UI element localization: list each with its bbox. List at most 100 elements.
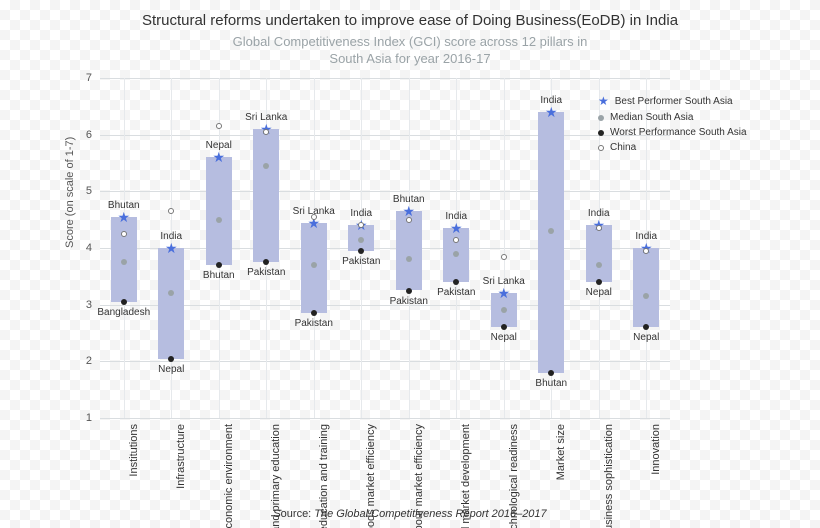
worst-dot xyxy=(548,370,554,376)
median-dot xyxy=(216,217,222,223)
star-icon: ★ xyxy=(545,105,558,119)
x-tick-label: Market size xyxy=(555,424,567,480)
y-axis-label: Score (on scale of 1-7) xyxy=(64,137,76,248)
legend-label: Median South Asia xyxy=(610,110,693,125)
china-ring xyxy=(263,129,269,135)
median-dot xyxy=(121,259,127,265)
worst-label: Nepal xyxy=(586,288,612,298)
worst-dot xyxy=(501,324,507,330)
worst-label: Pakistan xyxy=(437,288,475,298)
star-icon: ★ xyxy=(117,210,130,224)
ring-icon xyxy=(598,145,604,151)
china-ring xyxy=(216,123,222,129)
china-ring xyxy=(643,248,649,254)
worst-dot xyxy=(596,279,602,285)
legend-label: China xyxy=(610,140,636,155)
gridline-h xyxy=(100,418,670,419)
worst-label: Bangladesh xyxy=(97,308,150,318)
worst-label: Nepal xyxy=(158,365,184,375)
best-label: India xyxy=(445,212,467,222)
china-ring xyxy=(501,254,507,260)
worst-label: Pakistan xyxy=(247,268,285,278)
best-label: Bhutan xyxy=(393,195,425,205)
best-label: Nepal xyxy=(206,141,232,151)
plot-area: 1234567★BhutanBangladeshInstitutions★Ind… xyxy=(100,78,670,418)
median-dot xyxy=(501,307,507,313)
range-bar xyxy=(633,248,659,327)
gridline-h xyxy=(100,135,670,136)
median-dot xyxy=(548,228,554,234)
gridline-h xyxy=(100,248,670,249)
worst-dot xyxy=(263,259,269,265)
legend-item-median: Median South Asia xyxy=(598,110,798,125)
star-icon: ★ xyxy=(165,241,178,255)
best-label: India xyxy=(635,232,657,242)
gridline-h xyxy=(100,78,670,79)
best-label: India xyxy=(588,209,610,219)
median-dot xyxy=(453,251,459,257)
best-label: India xyxy=(540,96,562,106)
legend-item-worst: Worst Performance South Asia xyxy=(598,125,798,140)
y-tick-label: 4 xyxy=(86,242,92,254)
china-ring xyxy=(311,214,317,220)
worst-label: Bhutan xyxy=(203,271,235,281)
dot-icon xyxy=(598,130,604,136)
china-ring xyxy=(121,231,127,237)
range-bar xyxy=(158,248,184,359)
china-ring xyxy=(358,222,364,228)
y-tick-label: 3 xyxy=(86,299,92,311)
median-dot xyxy=(311,262,317,268)
y-tick-label: 7 xyxy=(86,72,92,84)
worst-dot xyxy=(406,288,412,294)
median-dot xyxy=(643,293,649,299)
star-icon: ★ xyxy=(497,286,510,300)
range-bar xyxy=(206,157,232,265)
worst-dot xyxy=(643,324,649,330)
median-dot xyxy=(358,237,364,243)
worst-dot xyxy=(453,279,459,285)
source-prefix: Source: xyxy=(273,508,314,520)
subtitle-line-2: South Asia for year 2016-17 xyxy=(329,51,490,66)
source-name: The Global Competitiveness Report 2016–2… xyxy=(314,508,546,520)
median-dot xyxy=(168,290,174,296)
china-ring xyxy=(453,237,459,243)
best-label: Sri Lanka xyxy=(483,277,525,287)
best-label: Sri Lanka xyxy=(245,113,287,123)
legend-item-best: ★ Best Performer South Asia xyxy=(598,92,798,110)
worst-dot xyxy=(311,310,317,316)
legend-label: Worst Performance South Asia xyxy=(610,125,747,140)
legend-item-china: China xyxy=(598,140,798,155)
median-dot xyxy=(596,262,602,268)
range-bar xyxy=(586,225,612,282)
y-tick-label: 5 xyxy=(86,185,92,197)
worst-dot xyxy=(168,356,174,362)
star-icon: ★ xyxy=(450,221,463,235)
gridline-h xyxy=(100,361,670,362)
worst-dot xyxy=(121,299,127,305)
legend-label: Best Performer South Asia xyxy=(615,94,733,109)
best-label: India xyxy=(160,232,182,242)
worst-label: Pakistan xyxy=(390,297,428,307)
legend: ★ Best Performer South Asia Median South… xyxy=(598,92,798,155)
gridline-v xyxy=(504,78,505,418)
gridline-h xyxy=(100,191,670,192)
x-tick-label: Innovation xyxy=(650,424,662,475)
x-tick-label: Institutions xyxy=(128,424,140,477)
x-tick-label: Infrastructure xyxy=(175,424,187,489)
best-label: India xyxy=(350,209,372,219)
y-tick-label: 2 xyxy=(86,355,92,367)
median-dot xyxy=(406,256,412,262)
gridline-h xyxy=(100,305,670,306)
dot-icon xyxy=(598,115,604,121)
range-bar xyxy=(396,211,422,290)
y-tick-label: 6 xyxy=(86,129,92,141)
star-icon: ★ xyxy=(598,92,609,110)
china-ring xyxy=(406,217,412,223)
china-ring xyxy=(168,208,174,214)
best-label: Bhutan xyxy=(108,201,140,211)
y-tick-label: 1 xyxy=(86,412,92,424)
worst-label: Bhutan xyxy=(535,379,567,389)
median-dot xyxy=(263,163,269,169)
source-caption: Source: The Global Competitiveness Repor… xyxy=(0,508,820,520)
range-bar xyxy=(253,129,279,262)
